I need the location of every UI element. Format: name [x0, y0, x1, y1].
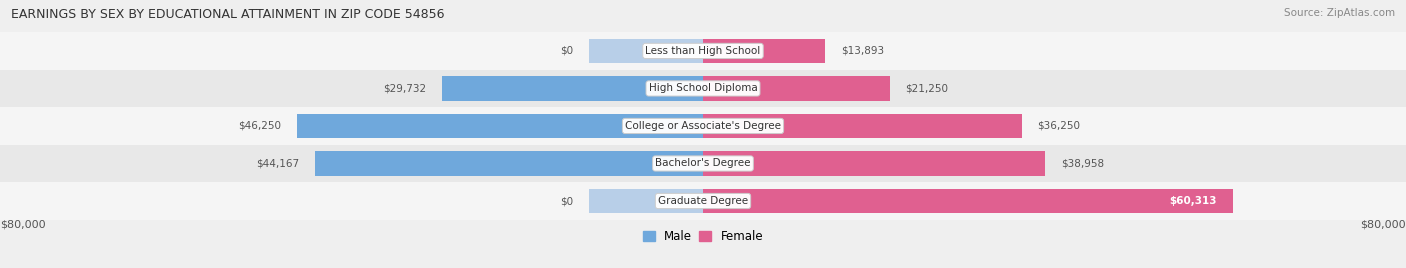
Text: Bachelor's Degree: Bachelor's Degree: [655, 158, 751, 169]
Bar: [297, 114, 703, 138]
Bar: [703, 76, 890, 100]
Text: $36,250: $36,250: [1038, 121, 1080, 131]
Bar: [703, 114, 1022, 138]
Text: College or Associate's Degree: College or Associate's Degree: [626, 121, 780, 131]
Bar: [589, 39, 703, 63]
Legend: Male, Female: Male, Female: [638, 225, 768, 248]
Bar: [0, 32, 1406, 70]
Text: Source: ZipAtlas.com: Source: ZipAtlas.com: [1284, 8, 1395, 18]
Text: $38,958: $38,958: [1062, 158, 1104, 169]
Bar: [0, 145, 1406, 182]
Text: $0: $0: [560, 196, 574, 206]
Text: EARNINGS BY SEX BY EDUCATIONAL ATTAINMENT IN ZIP CODE 54856: EARNINGS BY SEX BY EDUCATIONAL ATTAINMEN…: [11, 8, 444, 21]
Text: Graduate Degree: Graduate Degree: [658, 196, 748, 206]
Bar: [0, 107, 1406, 145]
Bar: [703, 39, 825, 63]
Bar: [703, 189, 1233, 213]
Text: $80,000: $80,000: [0, 220, 45, 230]
Text: $0: $0: [560, 46, 574, 56]
Bar: [0, 70, 1406, 107]
Text: $13,893: $13,893: [841, 46, 884, 56]
Bar: [0, 182, 1406, 220]
Bar: [315, 151, 703, 176]
Text: $44,167: $44,167: [256, 158, 299, 169]
Text: $29,732: $29,732: [382, 83, 426, 94]
Text: $60,313: $60,313: [1170, 196, 1218, 206]
Text: $80,000: $80,000: [1361, 220, 1406, 230]
Text: High School Diploma: High School Diploma: [648, 83, 758, 94]
Bar: [589, 189, 703, 213]
Text: $46,250: $46,250: [238, 121, 281, 131]
Text: Less than High School: Less than High School: [645, 46, 761, 56]
Bar: [703, 151, 1045, 176]
Text: $21,250: $21,250: [905, 83, 949, 94]
Bar: [441, 76, 703, 100]
